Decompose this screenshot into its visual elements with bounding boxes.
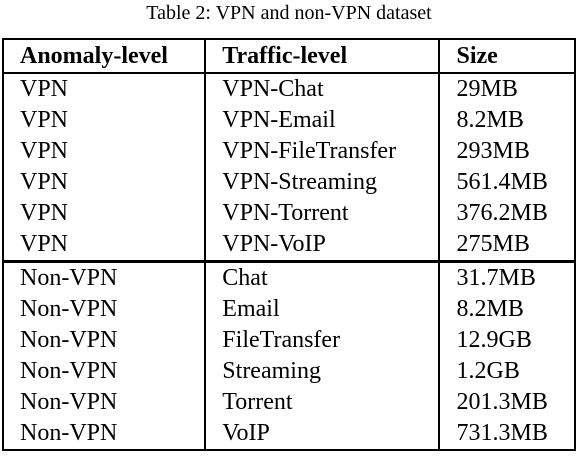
table-cell: Streaming [204, 356, 440, 387]
table-cell: Non-VPN [1, 294, 206, 325]
table-cell: VPN-Chat [204, 73, 440, 105]
table-cell: VPN [1, 136, 206, 167]
table-cell: VPN-Email [204, 105, 440, 136]
table-cell: Non-VPN [1, 356, 206, 387]
table-row: Non-VPN Streaming 1.2GB [1, 356, 575, 387]
table-row: Non-VPN VoIP 731.3MB [1, 418, 575, 450]
table-row: VPN VPN-Torrent 376.2MB [1, 198, 575, 229]
table-row: Non-VPN FileTransfer 12.9GB [1, 325, 575, 356]
table-row: VPN VPN-FileTransfer 293MB [1, 136, 575, 167]
table-cell: 12.9GB [438, 325, 575, 356]
table-cell: Email [204, 294, 440, 325]
table-cell: Non-VPN [1, 387, 206, 418]
table-cell: 561.4MB [438, 167, 575, 198]
table-cell: VPN [1, 105, 206, 136]
table-cell: VPN [1, 167, 206, 198]
table-row: VPN VPN-Email 8.2MB [1, 105, 575, 136]
table-cell: Non-VPN [1, 325, 206, 356]
table-cell: FileTransfer [204, 325, 440, 356]
table-cell: VPN-VoIP [204, 229, 440, 262]
table-cell: 376.2MB [438, 198, 575, 229]
table-cell: 201.3MB [438, 387, 575, 418]
table-row: Non-VPN Chat 31.7MB [1, 260, 575, 294]
table-cell: VPN [1, 198, 206, 229]
table-cell: 293MB [438, 136, 575, 167]
header-cell: Traffic-level [204, 39, 440, 74]
table-cell: 275MB [438, 229, 575, 262]
table-row: Non-VPN Email 8.2MB [1, 294, 575, 325]
table-cell: 8.2MB [438, 105, 575, 136]
table-body: VPN VPN-Chat 29MB VPN VPN-Email 8.2MB VPN VPN-F… [1, 73, 575, 450]
table-cell: 29MB [438, 73, 575, 105]
table-cell: 731.3MB [438, 418, 575, 450]
table-row: Non-VPN Torrent 201.3MB [1, 387, 575, 418]
table-cell: VPN-Torrent [204, 198, 440, 229]
table-cell: 8.2MB [438, 294, 575, 325]
data-table: Anomaly-level Traffic-level Size VPN VPN-Ch… [1, 38, 576, 451]
table-cell: Non-VPN [1, 418, 206, 450]
table-row: VPN VPN-VoIP 275MB [1, 229, 575, 262]
table-cell: VPN [1, 229, 206, 262]
header-cell: Anomaly-level [1, 39, 206, 74]
table-caption: Table 2: VPN and non-VPN dataset [146, 2, 432, 24]
table-cell: VPN-Streaming [204, 167, 440, 198]
table-row: VPN VPN-Chat 29MB [1, 73, 575, 105]
table-cell: Chat [204, 260, 440, 294]
table-cell: 31.7MB [438, 260, 575, 294]
table-cell: VoIP [204, 418, 440, 450]
table-cell: Torrent [204, 387, 440, 418]
table-cell: Non-VPN [1, 260, 206, 294]
header-cell: Size [438, 39, 575, 74]
table-row: VPN VPN-Streaming 561.4MB [1, 167, 575, 198]
header-row: Anomaly-level Traffic-level Size [1, 39, 575, 74]
table-cell: VPN-FileTransfer [204, 136, 440, 167]
table-cell: VPN [1, 73, 206, 105]
table-cell: 1.2GB [438, 356, 575, 387]
